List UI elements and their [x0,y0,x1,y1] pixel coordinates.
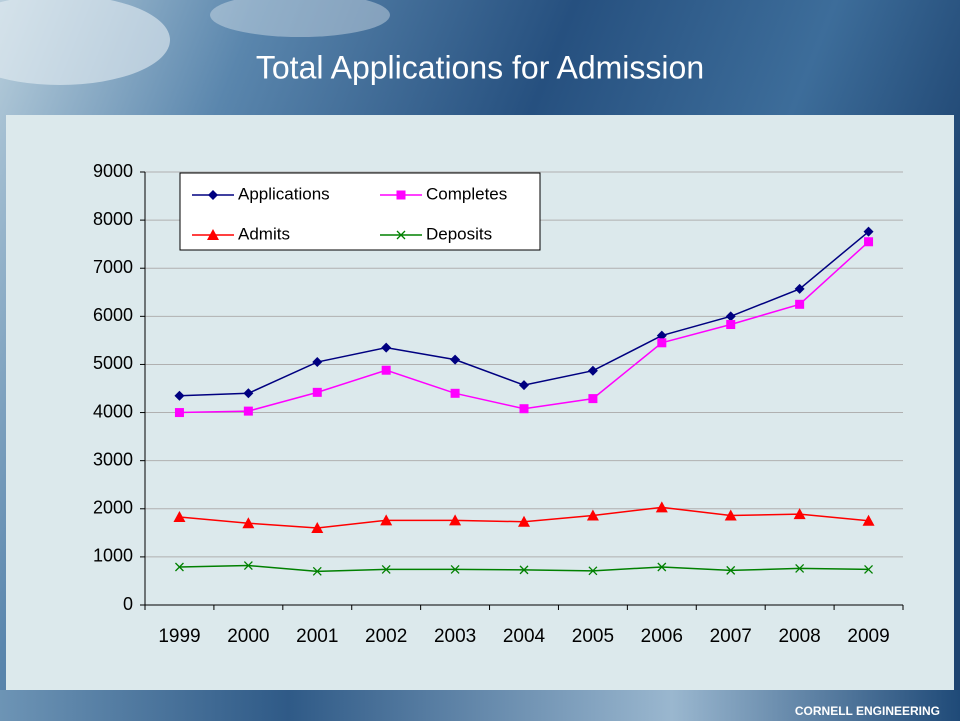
marker [175,408,184,417]
y-tick-label: 4000 [93,401,133,421]
x-tick-label: 2007 [710,626,752,647]
marker [451,389,460,398]
marker [520,404,529,413]
y-tick-label: 5000 [93,353,133,373]
slide-title: Total Applications for Admission [256,49,704,85]
y-tick-label: 1000 [93,546,133,566]
footer-text: CORNELL ENGINEERING [795,704,940,718]
x-tick-label: 1999 [158,626,200,647]
x-tick-label: 2004 [503,626,546,647]
marker [864,237,873,246]
y-tick-label: 9000 [93,161,133,181]
slide: Total Applications for Admission CORNELL… [0,0,960,721]
marker [588,394,597,403]
y-tick-label: 3000 [93,449,133,469]
marker [313,388,322,397]
x-tick-label: 2002 [365,626,407,647]
legend-label: Completes [426,184,507,203]
marker [726,320,735,329]
y-tick-label: 6000 [93,305,133,325]
x-tick-label: 2008 [778,626,820,647]
x-tick-label: 2000 [227,626,269,647]
y-tick-label: 8000 [93,209,133,229]
x-tick-label: 2003 [434,626,476,647]
legend-label: Admits [238,224,290,243]
y-tick-label: 0 [123,594,133,614]
marker [382,366,391,375]
x-tick-label: 2005 [572,626,614,647]
marker [397,191,406,200]
x-tick-label: 2009 [847,626,889,647]
legend-label: Deposits [426,224,492,243]
y-tick-label: 7000 [93,257,133,277]
legend-label: Applications [238,184,330,203]
x-tick-label: 2001 [296,626,338,647]
marker [657,338,666,347]
y-tick-label: 2000 [93,498,133,518]
x-tick-label: 2006 [641,626,683,647]
marker [795,300,804,309]
marker [244,407,253,416]
